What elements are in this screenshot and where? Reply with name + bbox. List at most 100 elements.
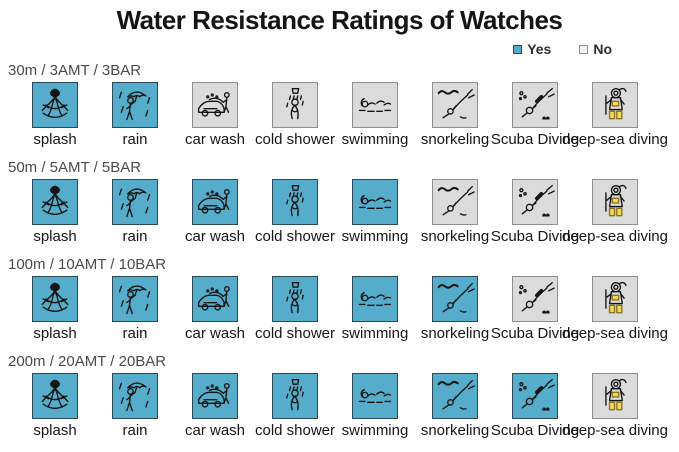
depth-rating-label: 50m / 5AMT / 5BAR xyxy=(8,159,142,176)
legend: Yes No xyxy=(0,41,679,57)
activity-cell: Scuba Diving xyxy=(491,373,579,440)
activity-label: splash xyxy=(33,422,77,439)
rating-square-yes xyxy=(352,179,398,225)
activity-cell: rain xyxy=(95,373,175,440)
activity-cell: splash xyxy=(15,179,95,246)
rating-square-yes xyxy=(192,179,238,225)
activity-cell: deep-sea diving xyxy=(562,82,668,149)
rating-square-no xyxy=(512,276,558,322)
activity-label: swimming xyxy=(341,325,409,342)
swimming-icon xyxy=(355,85,395,125)
rating-square-yes xyxy=(192,373,238,419)
activity-label: Scuba Diving xyxy=(490,131,580,148)
swimming-icon xyxy=(355,279,395,319)
rating-row: 200m / 20AMT / 20BAR splash rain car wash co… xyxy=(0,353,679,440)
activity-cell: swimming xyxy=(335,276,415,343)
scuba-diving-icon xyxy=(515,182,555,222)
activity-label: deep-sea diving xyxy=(562,325,668,342)
activity-cell: swimming xyxy=(335,82,415,149)
legend-yes-label: Yes xyxy=(527,41,552,57)
cold-shower-icon xyxy=(275,376,315,416)
activity-label: deep-sea diving xyxy=(562,131,668,148)
depth-rating-label: 100m / 10AMT / 10BAR xyxy=(8,256,167,273)
activity-label: car wash xyxy=(184,325,246,342)
rating-row: 100m / 10AMT / 10BAR splash rain car wash co… xyxy=(0,256,679,343)
activity-label: car wash xyxy=(184,422,246,439)
rating-square-yes xyxy=(272,179,318,225)
activity-label: snorkeling xyxy=(420,422,490,439)
splash-icon xyxy=(35,279,75,319)
activity-label: splash xyxy=(33,325,77,342)
rating-square-yes xyxy=(32,82,78,128)
rating-square-no xyxy=(432,82,478,128)
activity-label: splash xyxy=(33,131,77,148)
rain-icon xyxy=(115,182,155,222)
rating-square-no xyxy=(192,82,238,128)
rain-icon xyxy=(115,376,155,416)
activity-label: snorkeling xyxy=(420,228,490,245)
deep-sea-diving-icon xyxy=(595,85,635,125)
rating-square-yes xyxy=(32,179,78,225)
activity-cell: car wash xyxy=(175,179,255,246)
activity-cell: snorkeling xyxy=(415,82,495,149)
activity-cell: cold shower xyxy=(255,373,335,440)
depth-rating-label: 30m / 3AMT / 3BAR xyxy=(8,62,142,79)
activity-cell: swimming xyxy=(335,179,415,246)
activity-label: Scuba Diving xyxy=(490,422,580,439)
activity-label: splash xyxy=(33,228,77,245)
activity-label: Scuba Diving xyxy=(490,325,580,342)
activity-label: snorkeling xyxy=(420,131,490,148)
activity-label: cold shower xyxy=(254,422,336,439)
car-wash-icon xyxy=(195,85,235,125)
activity-cell: snorkeling xyxy=(415,179,495,246)
car-wash-icon xyxy=(195,182,235,222)
rating-square-no xyxy=(352,82,398,128)
rating-square-yes xyxy=(192,276,238,322)
deep-sea-diving-icon xyxy=(595,376,635,416)
rating-row: 30m / 3AMT / 3BAR splash rain car wash cold … xyxy=(0,62,679,149)
depth-rating-label: 200m / 20AMT / 20BAR xyxy=(8,353,167,370)
rating-square-yes xyxy=(112,82,158,128)
splash-icon xyxy=(35,85,75,125)
activity-label: rain xyxy=(122,422,148,439)
activity-cell: snorkeling xyxy=(415,373,495,440)
legend-item-yes: Yes xyxy=(513,41,551,57)
page-title: Water Resistance Ratings of Watches xyxy=(116,5,563,35)
deep-sea-diving-icon xyxy=(595,279,635,319)
activity-label: rain xyxy=(122,131,148,148)
rating-square-no xyxy=(512,179,558,225)
activity-cell: rain xyxy=(95,82,175,149)
rating-square-yes xyxy=(352,373,398,419)
activity-label: swimming xyxy=(341,422,409,439)
swimming-icon xyxy=(355,376,395,416)
no-swatch-icon xyxy=(579,44,589,54)
activity-cell: rain xyxy=(95,179,175,246)
activity-cell: Scuba Diving xyxy=(491,82,579,149)
activity-cell: snorkeling xyxy=(415,276,495,343)
activity-cell: splash xyxy=(15,373,95,440)
activity-cell: car wash xyxy=(175,373,255,440)
activity-label: cold shower xyxy=(254,325,336,342)
rating-square-yes xyxy=(32,276,78,322)
rating-row: 50m / 5AMT / 5BAR splash rain car wash cold … xyxy=(0,159,679,246)
scuba-diving-icon xyxy=(515,376,555,416)
deep-sea-diving-icon xyxy=(595,182,635,222)
rating-square-yes xyxy=(352,276,398,322)
rating-square-yes xyxy=(272,276,318,322)
yes-swatch-icon xyxy=(513,44,523,54)
rating-square-no xyxy=(432,179,478,225)
rain-icon xyxy=(115,85,155,125)
activity-label: cold shower xyxy=(254,228,336,245)
activity-label: deep-sea diving xyxy=(562,228,668,245)
splash-icon xyxy=(35,376,75,416)
activity-cell: cold shower xyxy=(255,82,335,149)
rating-square-no xyxy=(592,82,638,128)
rating-square-yes xyxy=(112,179,158,225)
rating-square-yes xyxy=(32,373,78,419)
rating-cells: splash rain car wash cold shower swimming sno… xyxy=(0,276,679,343)
activity-cell: deep-sea diving xyxy=(562,179,668,246)
rating-square-no xyxy=(592,373,638,419)
rating-square-yes xyxy=(112,276,158,322)
activity-label: cold shower xyxy=(254,131,336,148)
scuba-diving-icon xyxy=(515,85,555,125)
